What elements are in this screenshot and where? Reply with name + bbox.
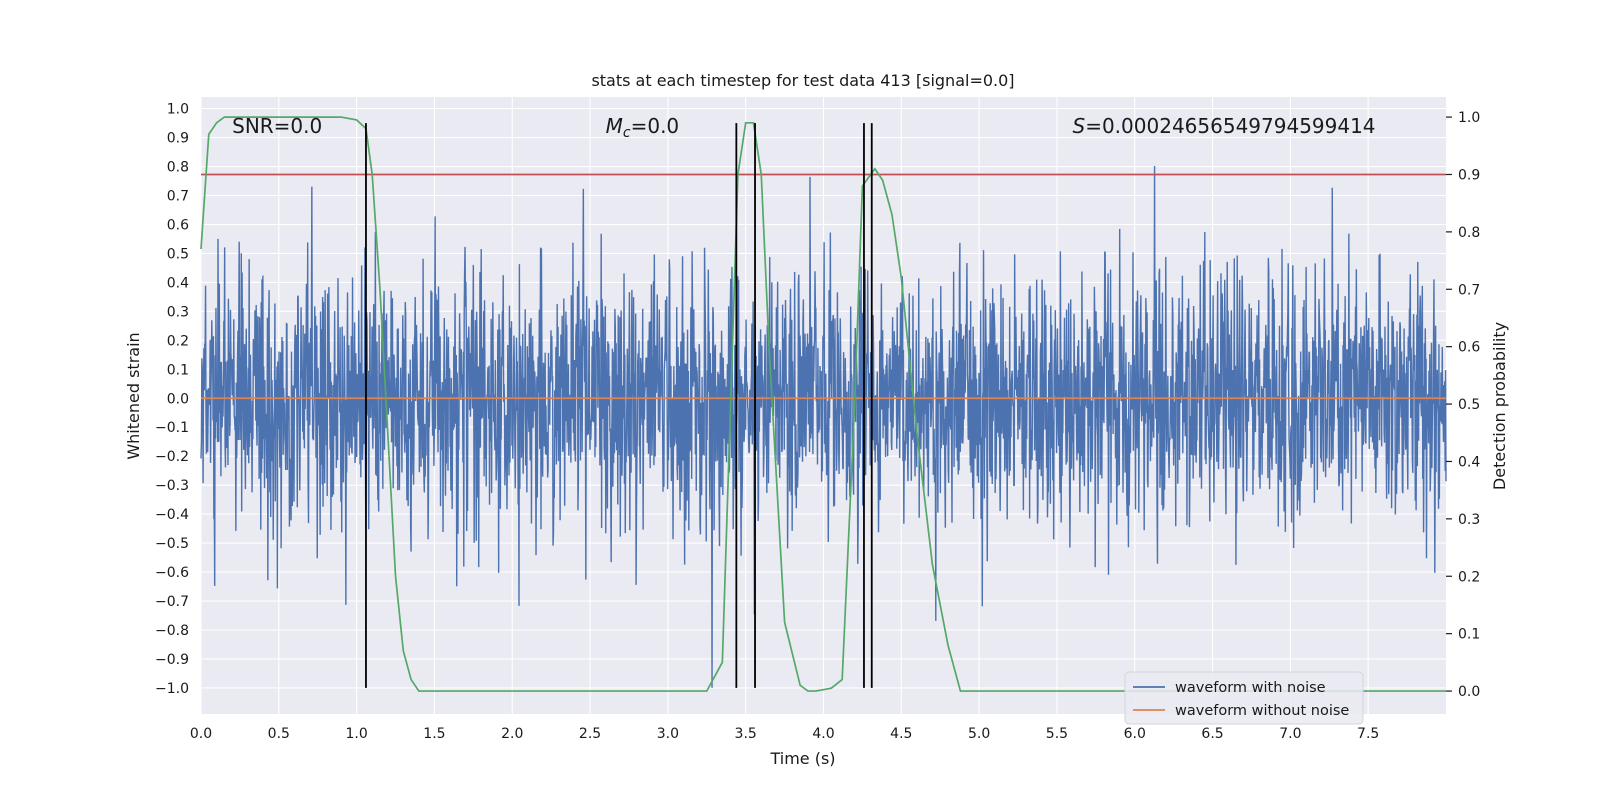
y-tick-label: 0.1 [167, 362, 189, 378]
y2-tick-label: 1.0 [1458, 110, 1480, 126]
y2-tick-label: 0.5 [1458, 397, 1480, 413]
y2-axis-label: Detection probability [1490, 322, 1509, 490]
x-tick-label: 6.0 [1124, 726, 1146, 742]
y-tick-label: −0.3 [155, 478, 189, 494]
y-axis-label: Whitened strain [124, 332, 143, 459]
series-waveform-with-noise [200, 166, 1447, 688]
y-tick-label: −0.4 [155, 507, 189, 523]
y2-tick-label: 0.2 [1458, 569, 1480, 585]
legend-box [1124, 671, 1364, 725]
x-axis-label: Time (s) [769, 749, 835, 768]
x-tick-label: 6.5 [1201, 726, 1223, 742]
legend: waveform with noise waveform without nois… [1124, 671, 1364, 725]
y-tick-label: −0.5 [155, 536, 189, 552]
y-tick-label: 0.0 [167, 391, 189, 407]
x-tick-label: 7.5 [1357, 726, 1379, 742]
x-tick-label: 4.5 [890, 726, 912, 742]
y2-tick-label: 0.3 [1458, 512, 1480, 528]
y-tick-label: 0.9 [167, 131, 189, 147]
x-tick-label: 2.0 [501, 726, 523, 742]
y-tick-label: 1.0 [167, 102, 189, 118]
y-tick-label: −0.9 [155, 652, 189, 668]
y-tick-label: −0.8 [155, 623, 189, 639]
y-tick-label: 0.8 [167, 160, 189, 176]
probability-line [200, 116, 1446, 692]
y-tick-label: −1.0 [155, 681, 189, 697]
legend-label: waveform without noise [1175, 703, 1349, 719]
x-tick-label: 1.5 [423, 726, 445, 742]
y2-tick-label: 0.6 [1458, 340, 1480, 356]
right-y-axis-ticks: 1.0 0.9 0.8 0.7 0.6 0.5 0.4 0.3 0.2 0.1 0.0 [1446, 110, 1480, 700]
series-detection-probability [200, 116, 1446, 692]
y-tick-label: 0.2 [167, 333, 189, 349]
y-tick-label: 0.5 [167, 246, 189, 262]
x-tick-label: 5.5 [1046, 726, 1068, 742]
y2-tick-label: 0.7 [1458, 282, 1480, 298]
y-tick-label: −0.7 [155, 594, 189, 610]
y-tick-label: 0.3 [167, 304, 189, 320]
annotations: SNR=0.0 Mc=0.0 S=0.00024656549794599414 [232, 114, 1375, 141]
x-axis-ticks: 0.0 0.5 1.0 1.5 2.0 2.5 3.0 3.5 4.0 4.5 5.0 5.5 6.0 6… [190, 726, 1379, 742]
x-tick-label: 3.0 [657, 726, 679, 742]
x-tick-label: 7.0 [1279, 726, 1301, 742]
noise-waveform-line [200, 166, 1447, 688]
y2-tick-label: 0.0 [1458, 684, 1480, 700]
y2-tick-label: 0.9 [1458, 167, 1480, 183]
chart-title: stats at each timestep for test data 413… [591, 71, 1014, 90]
x-tick-label: 2.5 [579, 726, 601, 742]
annotation-snr: SNR=0.0 [232, 114, 322, 138]
x-tick-label: 4.0 [812, 726, 834, 742]
left-y-axis-ticks: 1.0 0.9 0.8 0.7 0.6 0.5 0.4 0.3 0.2 0.1 0.0 −0.1 −0.… [155, 102, 189, 697]
annotation-mc: Mc=0.0 [606, 114, 680, 141]
y-tick-label: 0.4 [167, 275, 189, 291]
y-tick-label: −0.6 [155, 565, 189, 581]
x-tick-label: 0.0 [190, 726, 212, 742]
y2-tick-label: 0.8 [1458, 225, 1480, 241]
x-tick-label: 3.5 [735, 726, 757, 742]
y2-tick-label: 0.4 [1458, 454, 1480, 470]
annotation-s: S=0.00024656549794599414 [1073, 114, 1376, 138]
detection-markers [365, 123, 873, 688]
y-tick-label: −0.1 [155, 420, 189, 436]
y-tick-label: 0.6 [167, 217, 189, 233]
x-tick-label: 0.5 [268, 726, 290, 742]
x-tick-label: 1.0 [345, 726, 367, 742]
y-tick-label: 0.7 [167, 188, 189, 204]
y2-tick-label: 0.1 [1458, 627, 1480, 643]
y-tick-label: −0.2 [155, 449, 189, 465]
legend-label: waveform with noise [1175, 680, 1326, 696]
x-tick-label: 5.0 [968, 726, 990, 742]
